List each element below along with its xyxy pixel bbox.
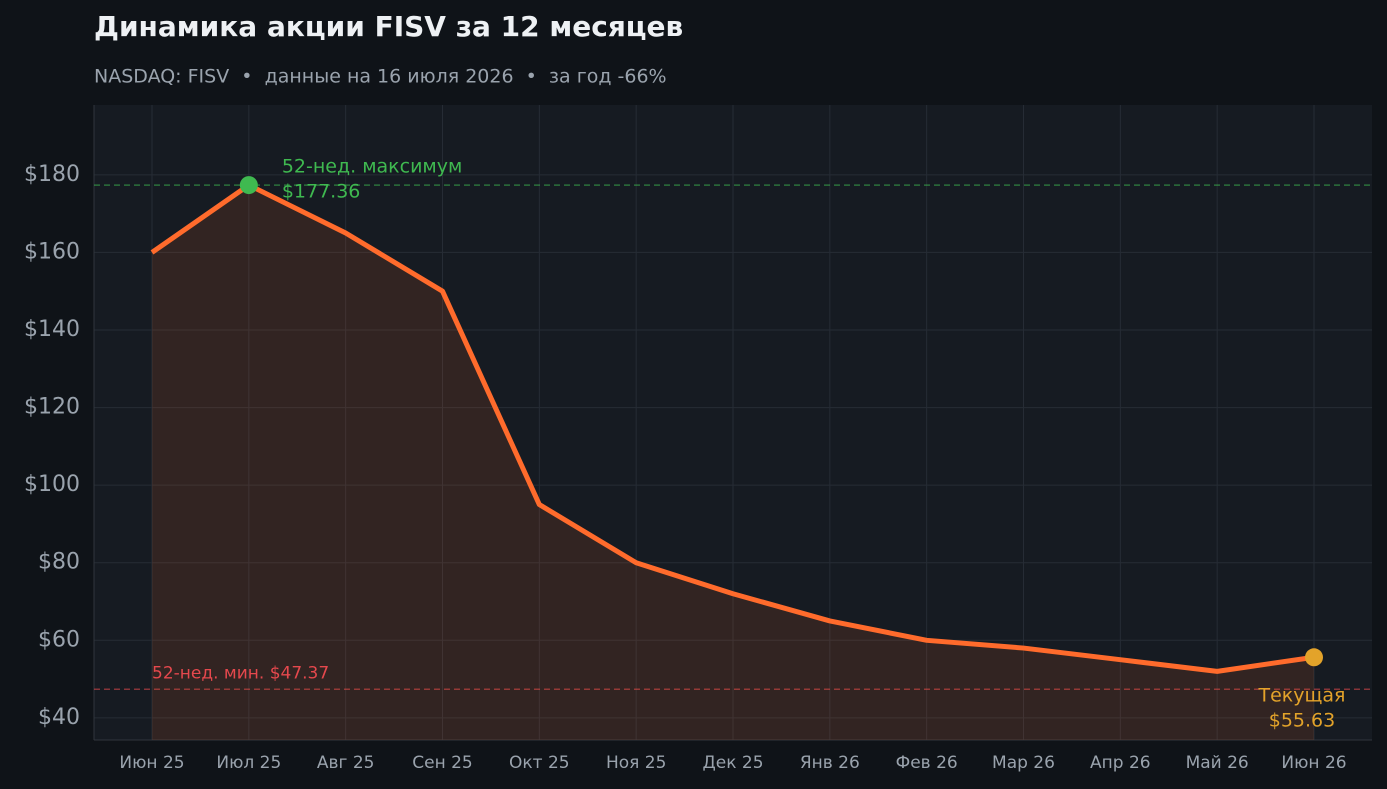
x-tick-label: Дек 25 [702, 753, 763, 773]
x-tick-label: Апр 26 [1090, 753, 1151, 773]
current-label: Текущая [1258, 685, 1346, 707]
x-tick-label: Июн 25 [119, 753, 184, 773]
y-tick-label: $80 [38, 550, 80, 575]
x-tick-label: Янв 26 [800, 753, 860, 773]
low-label: 52-нед. мин. $47.37 [152, 663, 329, 683]
x-tick-label: Ноя 25 [606, 753, 666, 773]
x-tick-label: Фев 26 [896, 753, 958, 773]
x-tick-label: Авг 25 [317, 753, 375, 773]
x-tick-label: Мар 26 [992, 753, 1055, 773]
line [150, 182, 1315, 674]
area [152, 185, 1314, 740]
high-label: 52-нед. максимум [282, 156, 463, 178]
y-tick-label: $120 [24, 395, 80, 420]
chart-title: Динамика акции FISV за 12 месяцев [94, 10, 683, 43]
chart-subtitle: NASDAQ: FISV • данные на 16 июля 2026 • … [94, 66, 667, 88]
y-tick-label: $160 [24, 239, 80, 264]
high-marker [239, 176, 258, 195]
x-tick-label: Июн 26 [1281, 753, 1346, 773]
x-tick-label: Окт 25 [509, 753, 570, 773]
y-tick-label: $40 [38, 705, 80, 730]
y-tick-label: $180 [24, 162, 80, 187]
x-tick-label: Май 26 [1186, 753, 1249, 773]
x-tick-label: Июл 25 [216, 753, 281, 773]
y-tick-label: $140 [24, 317, 80, 342]
x-tick-label: Сен 25 [412, 753, 472, 773]
current-marker [1305, 648, 1323, 667]
y-tick-label: $100 [24, 472, 80, 497]
y-tick-label: $60 [38, 627, 80, 652]
current-value-label: $55.63 [1269, 710, 1335, 732]
high-value-label: $177.36 [282, 181, 361, 203]
